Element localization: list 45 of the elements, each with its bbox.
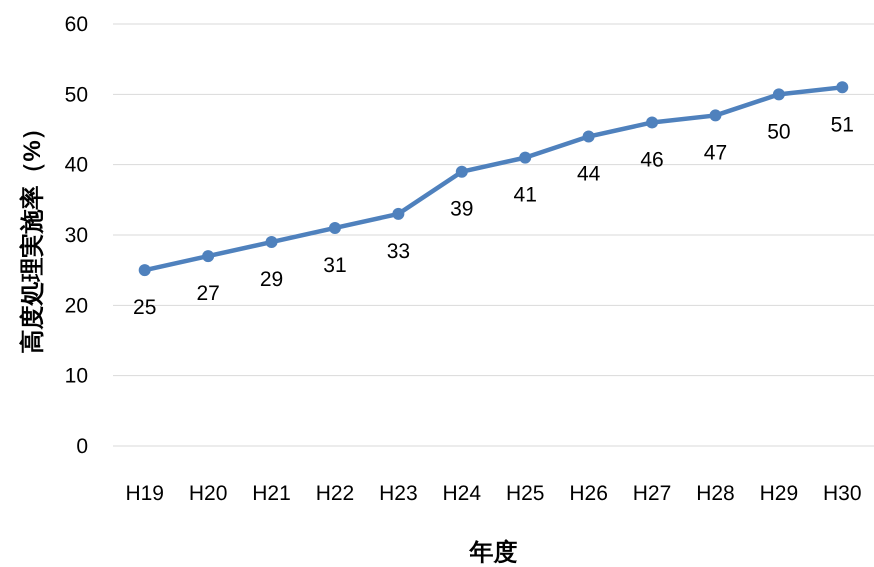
point: [266, 236, 278, 248]
x-tick-label: H19: [125, 482, 164, 505]
data-label: 25: [133, 296, 156, 320]
data-label: 47: [704, 141, 728, 164]
y-tick-label: 0: [76, 435, 88, 458]
point: [138, 264, 151, 276]
data-label: 27: [196, 282, 220, 306]
y-tick-label: 30: [64, 224, 88, 247]
data-label: 44: [576, 162, 601, 186]
x-tick-label: H29: [760, 482, 798, 505]
data-label: 50: [767, 120, 791, 144]
point: [709, 109, 722, 122]
data-label: 33: [386, 240, 410, 263]
x-tick-label: H27: [632, 482, 672, 505]
point: [519, 152, 532, 164]
data-label: 29: [260, 268, 284, 292]
point: [392, 208, 404, 220]
x-tick-label: H26: [569, 482, 608, 505]
point: [456, 166, 468, 178]
x-axis-title: 年度: [468, 539, 518, 566]
data-label: 46: [640, 148, 664, 172]
point: [582, 130, 595, 143]
data-label: 51: [830, 113, 854, 136]
point: [646, 116, 658, 128]
data-label: 39: [450, 198, 474, 221]
y-axis-title: 高度処理実施率（%）: [18, 116, 46, 354]
x-tick-label: H23: [379, 482, 418, 505]
point: [328, 222, 341, 234]
x-tick-label: H25: [506, 482, 544, 505]
point: [202, 250, 214, 262]
x-tick-label: H28: [696, 482, 735, 505]
point: [772, 88, 785, 100]
y-tick-label: 40: [64, 154, 88, 177]
x-tick-label: H21: [252, 482, 291, 505]
x-tick-label: H20: [188, 482, 228, 505]
y-tick-label: 60: [64, 13, 88, 36]
y-tick-label: 50: [64, 83, 88, 106]
point: [836, 81, 848, 94]
y-tick-label: 20: [64, 294, 88, 318]
x-tick-label: H24: [442, 482, 482, 505]
y-tick-label: 10: [64, 364, 88, 388]
x-tick-label: H30: [823, 482, 862, 505]
x-tick-label: H22: [316, 482, 354, 505]
data-label: 41: [514, 184, 537, 207]
data-label: 31: [323, 254, 347, 277]
